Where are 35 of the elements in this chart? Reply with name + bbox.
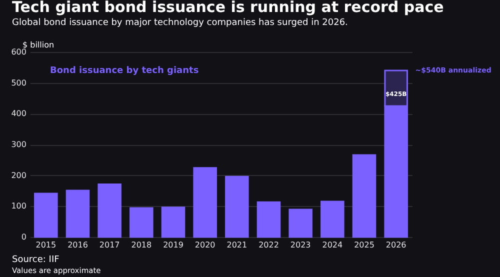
x-tick-label: 2024 <box>322 240 343 250</box>
bar <box>320 200 344 238</box>
bar <box>352 154 376 238</box>
x-tick-label: 2020 <box>194 240 216 250</box>
bar <box>34 192 58 238</box>
y-tick-label: 400 <box>11 109 26 118</box>
x-tick-label: 2018 <box>131 240 152 250</box>
x-tick-label: 2026 <box>386 240 406 250</box>
x-tick-label: 2015 <box>36 240 56 250</box>
x-tick-label: 2022 <box>258 240 279 250</box>
chart-title: Tech giant bond issuance is running at record pace <box>12 0 444 16</box>
bar <box>256 201 281 238</box>
x-tick-label: 2021 <box>226 240 248 250</box>
x-tick-label: 2023 <box>290 240 311 250</box>
y-tick-label: 100 <box>11 202 26 211</box>
y-tick-label: 0 <box>21 232 26 242</box>
y-tick-label: 200 <box>11 170 26 180</box>
bar <box>98 184 122 238</box>
bar <box>66 190 90 238</box>
chart-subtitle: Global bond issuance by major technology companies has surged in 2026. <box>12 18 348 28</box>
x-tick-label: 2019 <box>163 240 184 250</box>
y-tick-label: 300 <box>11 140 26 149</box>
x-tick-label: 2017 <box>99 240 120 250</box>
bar <box>193 167 217 238</box>
bar <box>225 176 249 238</box>
bar <box>130 207 154 238</box>
bar <box>161 206 186 238</box>
source-note: Source: IIF <box>12 255 60 265</box>
y-axis-title: $ billion <box>22 40 54 50</box>
y-tick-label: 600 <box>11 48 26 56</box>
y-tick-label: 500 <box>11 78 26 88</box>
bar <box>288 208 312 238</box>
x-tick-label: 2016 <box>68 240 88 250</box>
x-tick-label: 2025 <box>354 240 374 250</box>
text: Bond issuance by tech giants <box>50 66 199 76</box>
